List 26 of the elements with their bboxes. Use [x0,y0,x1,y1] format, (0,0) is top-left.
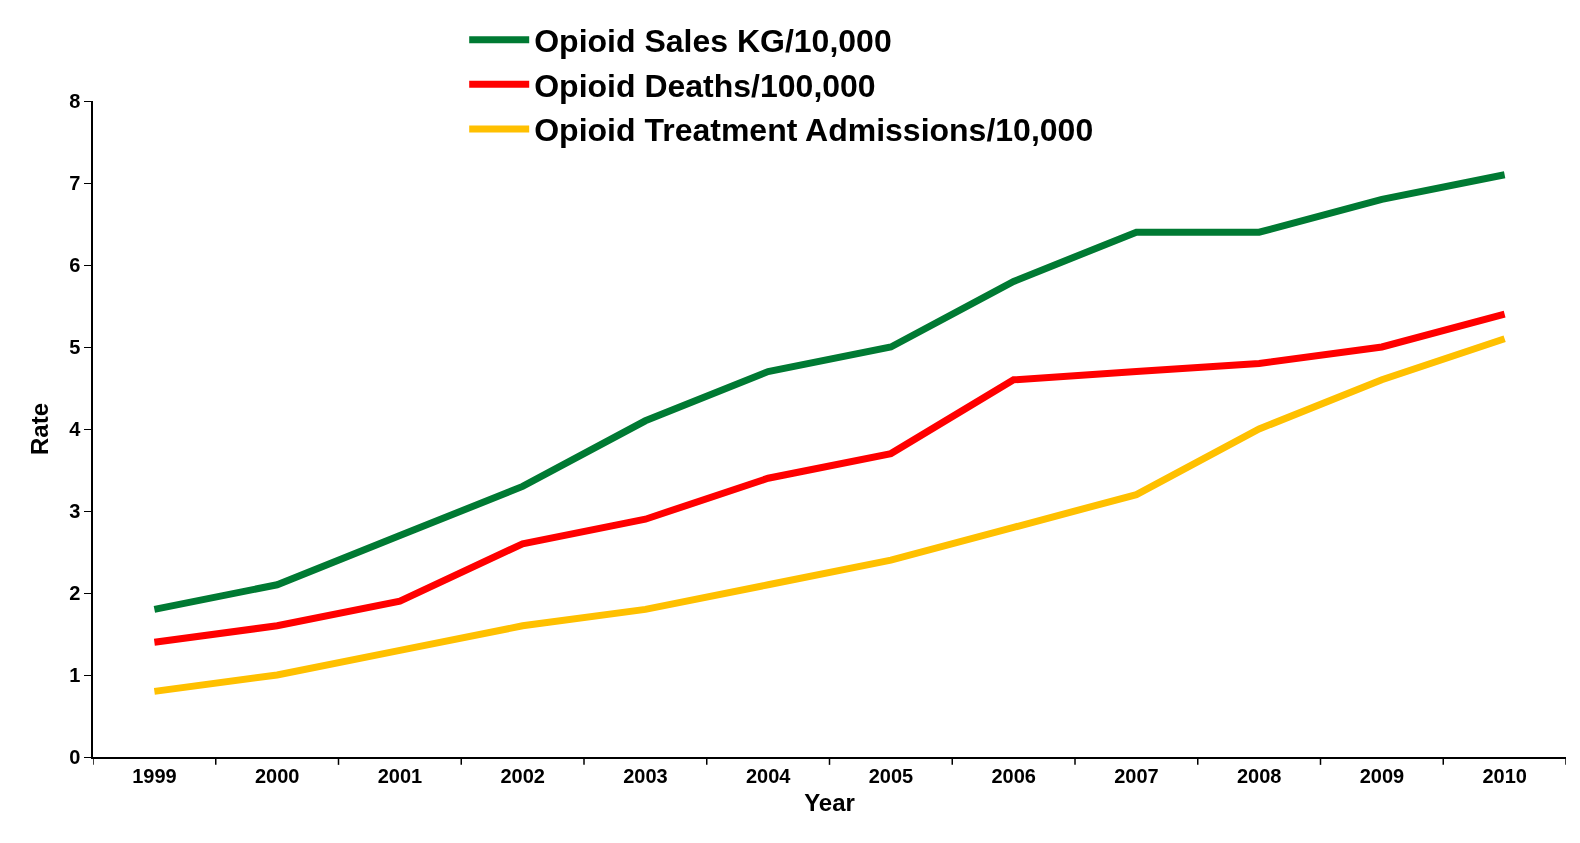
x-tick-label: 2009 [1359,764,1405,787]
x-axis-title: Year [804,788,855,816]
x-tick-label: 2007 [1114,764,1159,787]
y-tick-label: 4 [69,418,82,440]
y-tick-label: 7 [69,172,81,194]
y-tick-label: 1 [69,664,81,686]
y-tick-label: 5 [69,336,81,358]
y-tick-label: 6 [69,254,81,276]
x-tick-label: 2002 [500,764,545,787]
legend-label: Opioid Sales KG/10,000 [534,23,892,60]
y-tick-label: 3 [69,500,81,522]
y-tick-label: 2 [69,582,81,604]
y-axis-title: Rate [25,402,53,456]
legend-label: Opioid Treatment Admissions/10,000 [534,112,1094,149]
x-tick-label: 2003 [623,764,668,787]
x-tick-label: 2000 [254,764,300,787]
x-tick-label: 2004 [745,764,792,787]
y-tick-label: 8 [69,90,81,112]
legend-label: Opioid Deaths/100,000 [534,67,876,104]
x-tick-label: 2010 [1482,764,1527,787]
x-tick-label: 2006 [991,764,1036,787]
y-tick-label: 0 [69,746,81,768]
x-tick-label: 2001 [377,764,423,787]
x-tick-label: 2005 [868,764,914,787]
x-tick-label: 2008 [1236,764,1282,787]
x-tick-label: 1999 [132,764,177,787]
